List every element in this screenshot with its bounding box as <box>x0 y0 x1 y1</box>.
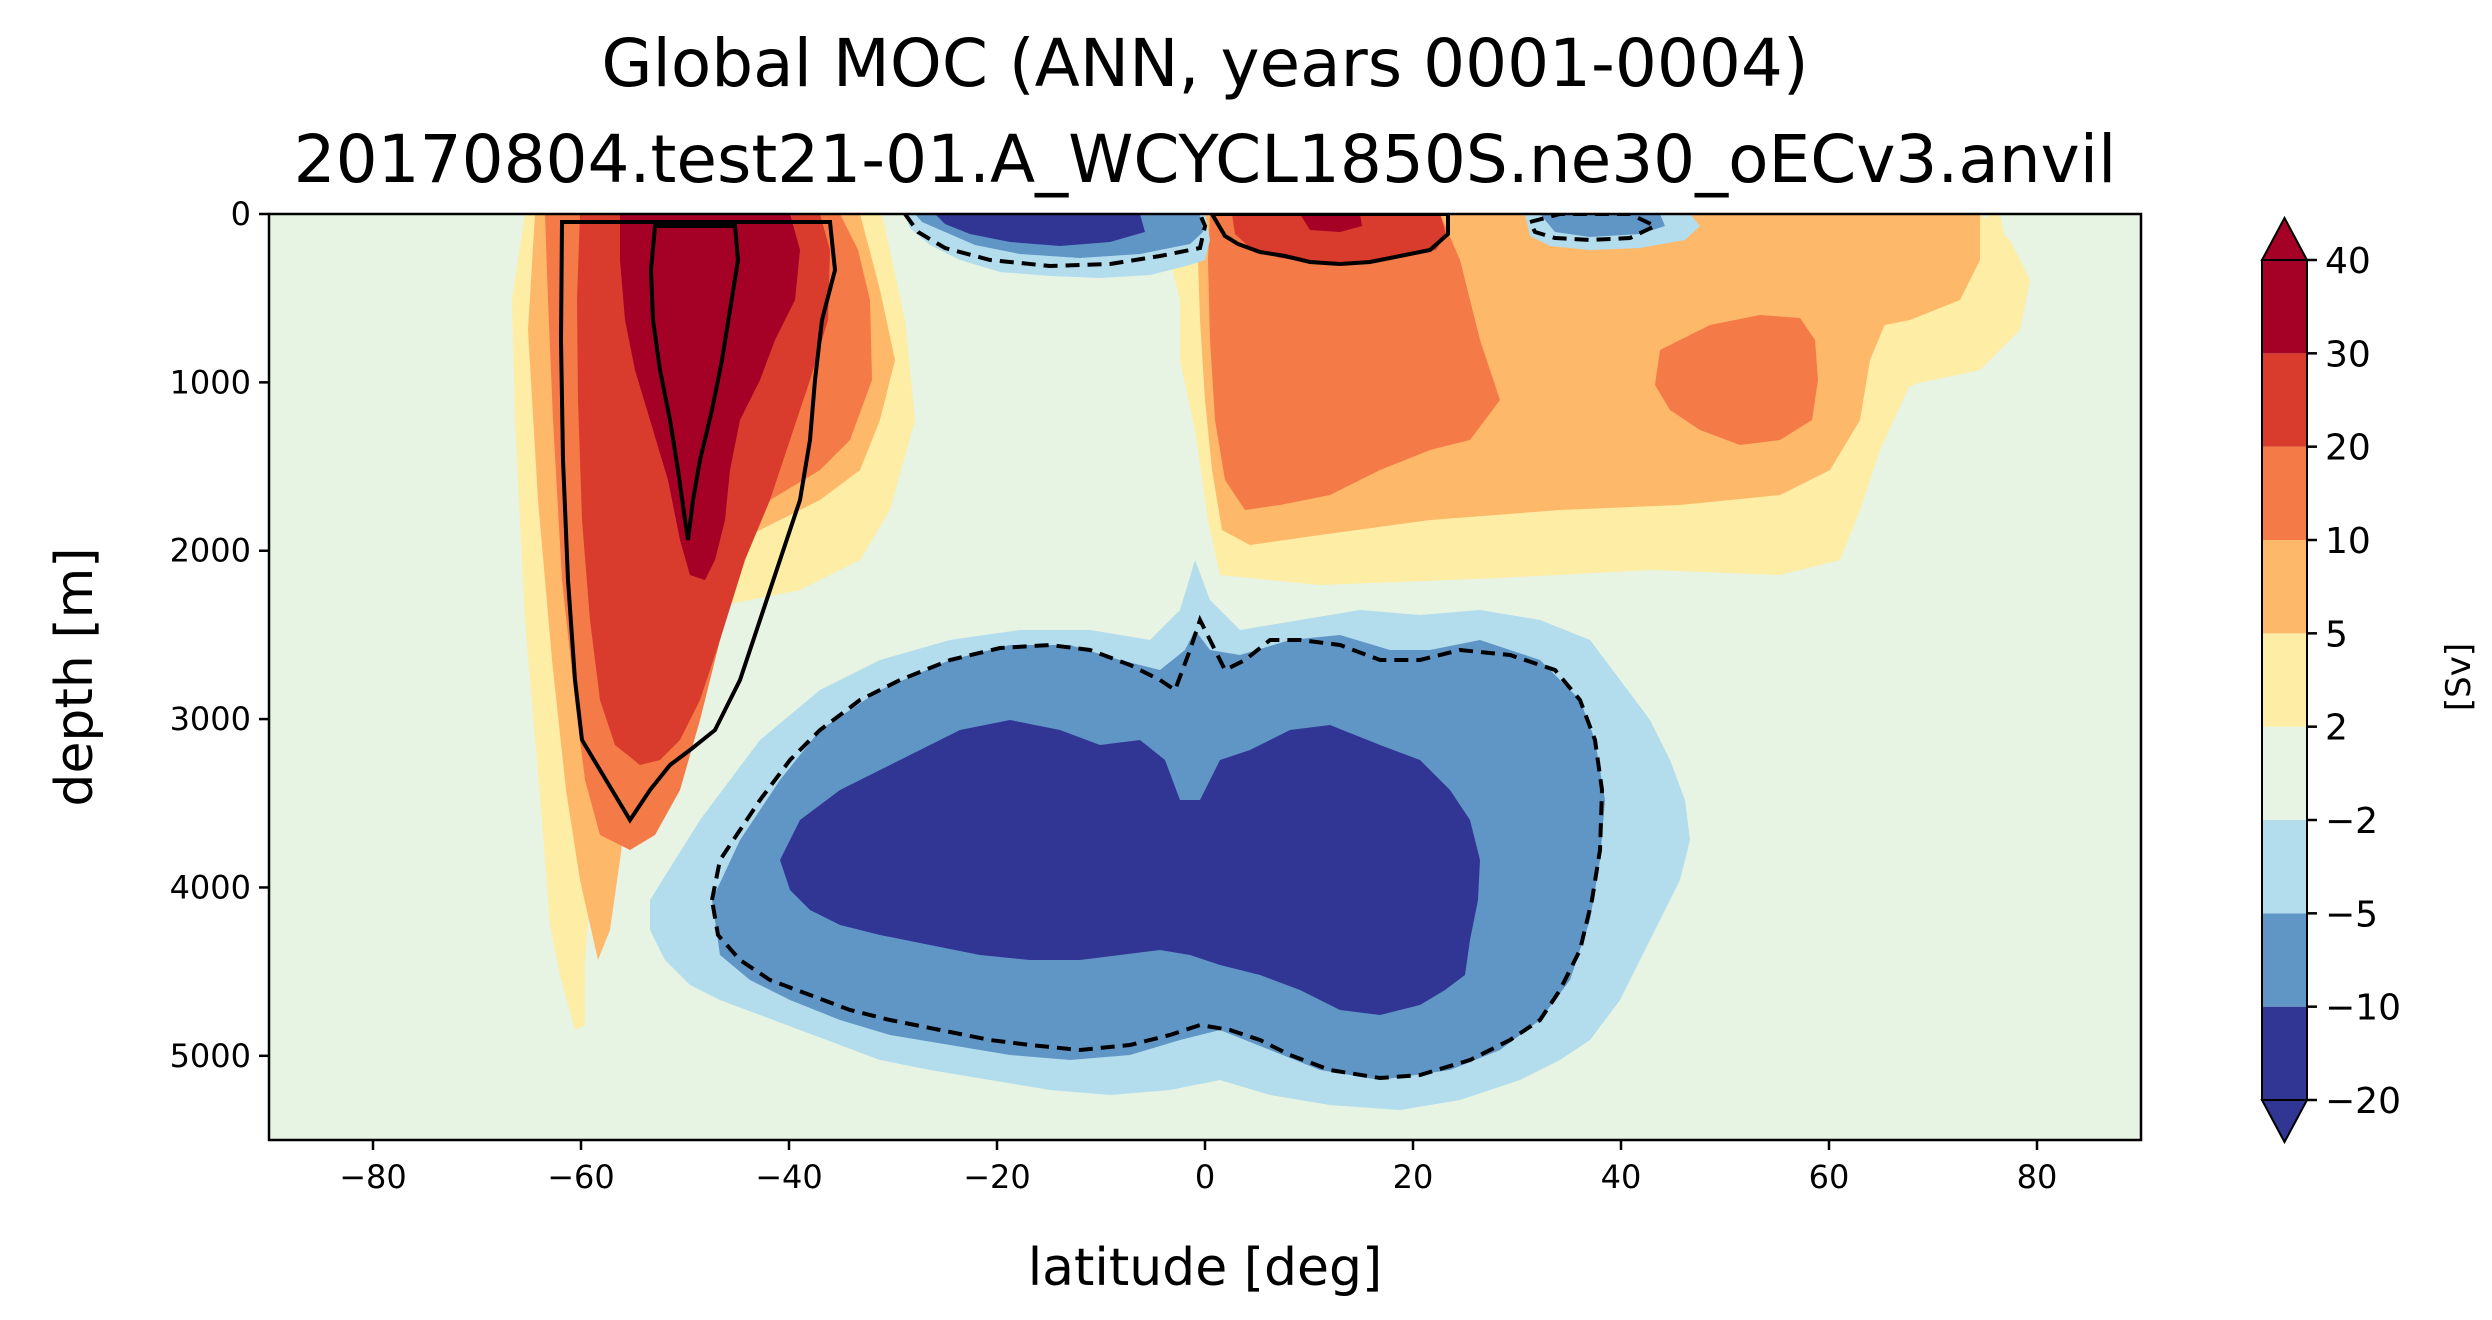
x-tick-label: 20 <box>1393 1158 1434 1196</box>
band-30-40-southern <box>620 214 800 580</box>
y-tick-label: 0 <box>231 195 251 233</box>
colorbar-band <box>2262 540 2307 634</box>
colorbar-band <box>2262 913 2307 1007</box>
y-tick-label: 2000 <box>170 532 251 570</box>
colorbar-frame <box>2261 259 2308 1101</box>
chart-title: Global MOC (ANN, years 0001-0004) <box>601 25 1808 102</box>
x-tick-label: 40 <box>1601 1158 1642 1196</box>
contour-line-10-tropical <box>1209 214 1450 267</box>
colorbar-extend-max <box>2260 215 2309 261</box>
colorbar-band <box>2262 446 2307 540</box>
colorbar-tick-label: −2 <box>2325 801 2378 842</box>
x-axis: −80 −60 −40 −20 0 20 40 60 80 <box>339 1140 2057 1196</box>
y-tick-label: 3000 <box>170 700 251 738</box>
band-below-neg10-surface <box>935 214 1145 246</box>
colorbar: −20 −10 −5 −2 2 5 10 20 30 40 <box>2260 215 2401 1145</box>
x-tick-label: −80 <box>339 1158 407 1196</box>
x-tick-label: 0 <box>1195 1158 1215 1196</box>
colorbar-tick-label: −10 <box>2325 988 2401 1029</box>
y-tick-label: 4000 <box>170 868 251 906</box>
x-tick-label: 80 <box>2017 1158 2058 1196</box>
x-tick-label: 60 <box>1809 1158 1850 1196</box>
x-axis-label: latitude [deg] <box>1028 1238 1383 1298</box>
band-neg-northeast-inner <box>1540 214 1665 237</box>
colorbar-tick-label: 2 <box>2325 708 2348 749</box>
colorbar-tick-label: −20 <box>2325 1081 2401 1122</box>
contour-line-10-southern <box>558 220 838 824</box>
colorbar-band <box>2262 820 2307 914</box>
colorbar-band <box>2262 260 2307 354</box>
contour-line-30-southern <box>648 224 741 541</box>
contour-field <box>269 214 2141 1140</box>
band-10-20-tropical <box>1208 214 1500 510</box>
colorbar-extend-min <box>2260 1099 2309 1145</box>
band-5-10-northern-ext <box>1855 214 1980 330</box>
y-axis: 0 1000 2000 3000 4000 5000 <box>170 195 269 1075</box>
y-axis-label: depth [m] <box>45 547 105 806</box>
colorbar-tick-label: −5 <box>2325 894 2378 935</box>
colorbar-tick-label: 10 <box>2325 521 2371 562</box>
band-below-neg10-abyssal <box>780 720 1480 1015</box>
colorbar-tick-label: 5 <box>2325 614 2348 655</box>
x-tick-label: −60 <box>547 1158 615 1196</box>
colorbar-band <box>2262 633 2307 727</box>
y-tick-label: 5000 <box>170 1037 251 1075</box>
band-10-20-northern <box>1655 315 1818 445</box>
x-tick-label: −40 <box>755 1158 823 1196</box>
band-30-40-tropical <box>1300 214 1362 232</box>
x-tick-label: −20 <box>963 1158 1031 1196</box>
colorbar-band <box>2262 353 2307 447</box>
colorbar-tick-label: 20 <box>2325 428 2371 469</box>
colorbar-label: [Sv] <box>2439 643 2479 711</box>
y-tick-label: 1000 <box>170 363 251 401</box>
chart-subtitle: 20170804.test21-01.A_WCYCL1850S.ne30_oEC… <box>294 121 2117 198</box>
colorbar-band <box>2262 1006 2307 1100</box>
contour-line-neg10-northeast <box>1527 214 1660 243</box>
colorbar-tick-label: 30 <box>2325 334 2371 375</box>
contour-line-neg10-abyssal <box>709 614 1605 1081</box>
colorbar-tick-label: 40 <box>2325 241 2371 282</box>
colorbar-band <box>2262 726 2307 820</box>
